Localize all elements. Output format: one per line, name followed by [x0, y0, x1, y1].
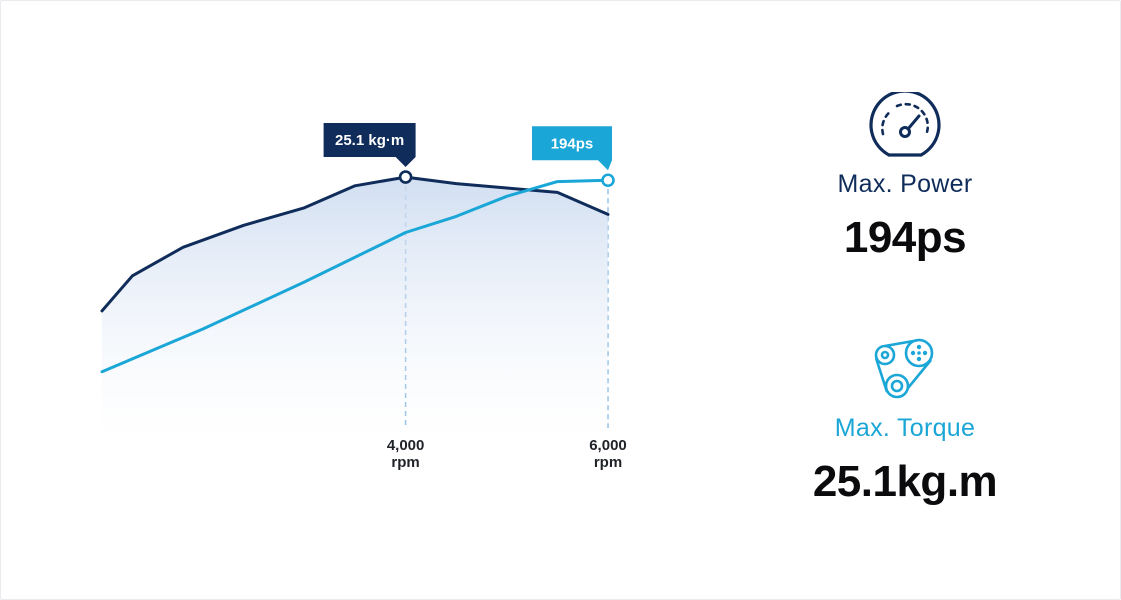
peak-marker-torque: [398, 170, 413, 184]
max-torque-label: Max. Torque: [834, 414, 976, 442]
callout-flag-torque: [323, 123, 416, 168]
series-line-torque: [100, 175, 610, 313]
callout-flag-power: [532, 126, 612, 171]
series-line-power: [100, 178, 610, 374]
peak-marker-power: [601, 173, 615, 188]
callout-label-torque: 25.1 kg·m: [335, 132, 404, 149]
belt-pulley-icon: [874, 338, 934, 399]
max-power-stat: Max. Power 194ps: [760, 92, 1050, 263]
x-tick-unit-6000: rpm: [594, 454, 622, 471]
speedometer-icon: [869, 92, 941, 157]
max-power-label: Max. Power: [837, 170, 973, 198]
x-tick-unit-4000: rpm: [391, 454, 419, 471]
spec-panel: Max. Power 194ps Max. Torque: [760, 0, 1050, 600]
max-power-value: 194ps: [843, 213, 967, 262]
x-tick-label-4000: 4,000: [387, 437, 425, 454]
x-tick-label-6000: 6,000: [589, 437, 627, 454]
callout-label-power: 194ps: [551, 135, 594, 152]
max-torque-value: 25.1kg.m: [812, 457, 998, 506]
max-torque-stat: Max. Torque 25.1kg.m: [760, 338, 1050, 507]
series-area-torque: [102, 177, 608, 440]
